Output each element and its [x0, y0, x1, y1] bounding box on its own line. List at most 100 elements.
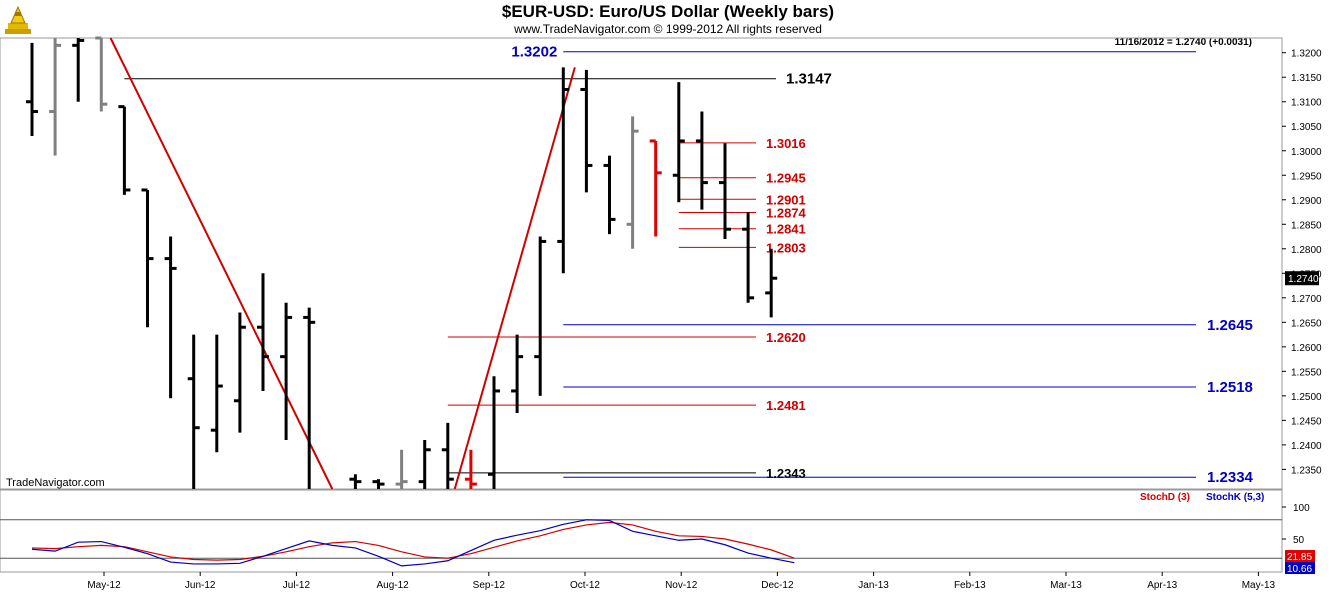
price-tick-label: 1.2650: [1291, 318, 1322, 329]
price-bar: [719, 143, 731, 239]
date-tick-label: Oct-12: [570, 580, 600, 591]
price-bar: [511, 334, 524, 414]
level-label-1.2645: 1.2645: [1207, 317, 1253, 334]
date-tick-label: Dec-12: [761, 580, 794, 591]
price-bar: [95, 36, 108, 112]
price-tick-label: 1.2600: [1291, 343, 1322, 354]
trendline-1: [453, 67, 576, 490]
level-label-1.2334: 1.2334: [1207, 469, 1254, 486]
date-tick-label: Jun-12: [185, 580, 216, 591]
level-label-1.2481: 1.2481: [766, 398, 806, 413]
price-tick-label: 1.2400: [1291, 441, 1322, 452]
price-bar: [464, 449, 477, 489]
current-price-badge: [1285, 271, 1319, 286]
price-bar: [118, 105, 131, 195]
legend-stochk: StochK (5,3): [1206, 492, 1265, 503]
level-label-1.2343: 1.2343: [766, 466, 806, 481]
date-tick-label: Nov-12: [665, 580, 698, 591]
price-bar: [557, 67, 570, 274]
level-label-1.2874: 1.2874: [766, 206, 807, 221]
level-label-1.3147: 1.3147: [786, 71, 832, 88]
date-tick-label: Sep-12: [473, 580, 506, 591]
price-tick-label: 1.3000: [1291, 147, 1322, 158]
price-tick-label: 1.2450: [1291, 416, 1322, 427]
price-bar: [349, 474, 362, 489]
price-tick-label: 1.2350: [1291, 465, 1322, 476]
price-bar: [233, 312, 246, 433]
price-tick-label: 1.2850: [1291, 220, 1322, 231]
date-tick-label: Apr-13: [1147, 580, 1177, 591]
current-price-label: 1.2740: [1288, 274, 1319, 285]
price-bar: [488, 376, 500, 489]
price-panel-border: [0, 37, 1283, 490]
stoch-tick-label: 50: [1293, 535, 1305, 546]
date-tick-label: Aug-12: [376, 580, 409, 591]
date-tick-label: Jan-13: [858, 580, 889, 591]
trendlines: [109, 37, 576, 490]
last-quote: 11/16/2012 = 1.2740 (+0.0031): [1114, 37, 1252, 48]
price-tick-label: 1.2550: [1291, 367, 1322, 378]
price-tick-label: 1.2700: [1291, 294, 1322, 305]
price-bar: [257, 273, 269, 391]
price-bar: [695, 111, 708, 210]
stoch-panel-border: [0, 489, 1283, 573]
price-bars: [26, 36, 778, 489]
price-tick-label: 1.2800: [1291, 245, 1322, 256]
price-bar: [534, 236, 547, 396]
price-bar: [603, 155, 616, 235]
price-bar: [742, 212, 755, 303]
price-bar: [26, 42, 38, 137]
price-bar: [303, 307, 316, 489]
level-label-1.2620: 1.2620: [766, 330, 806, 345]
price-bar: [672, 82, 685, 203]
logo: [3, 3, 33, 35]
price-tick-label: 1.2900: [1291, 196, 1322, 207]
price-bar: [49, 38, 62, 156]
brand-watermark: TradeNavigator.com: [6, 477, 105, 489]
level-label-1.2945: 1.2945: [766, 171, 806, 186]
price-bar: [210, 334, 223, 453]
stoch-line-blue: [31, 519, 795, 567]
date-tick-label: Feb-13: [954, 580, 986, 591]
date-tick-label: Jul-12: [283, 580, 311, 591]
chart-title: $EUR-USD: Euro/US Dollar (Weekly bars): [501, 2, 835, 21]
date-tick-label: May-13: [1242, 580, 1276, 591]
price-tick-label: 1.2950: [1291, 171, 1322, 182]
price-bar: [187, 334, 200, 489]
level-label-1.2841: 1.2841: [766, 222, 806, 237]
price-bar: [72, 38, 85, 102]
stochk-badge: [1285, 562, 1315, 575]
price-bar: [372, 479, 385, 489]
copyright-line: www.TradeNavigator.com © 1999-2012 All r…: [514, 22, 822, 36]
price-bar: [441, 422, 454, 489]
price-bar: [765, 248, 778, 318]
price-axis: 1.3200 1.3150 1.3100 1.3050 1.3000 1.2950 1.29…: [1282, 49, 1322, 476]
price-bar: [649, 139, 662, 237]
level-label-1.2901: 1.2901: [766, 192, 806, 207]
stochd-badge: [1285, 550, 1315, 563]
level-label-1.3016: 1.3016: [766, 136, 806, 151]
date-axis: May-12 Jun-12 Jul-12 Aug-12 Sep-12 Oct-12 Nov-…: [87, 572, 1276, 591]
level-label-1.2518: 1.2518: [1207, 379, 1253, 396]
stoch-line-red: [31, 521, 795, 561]
price-bar: [280, 302, 293, 440]
price-bar: [141, 188, 154, 328]
legend-stochd: StochD (3): [1140, 492, 1190, 503]
price-bar: [395, 449, 408, 489]
price-bar: [626, 116, 639, 249]
chart-frame: [0, 37, 1283, 573]
price-bar: [580, 69, 593, 193]
stochk-badge-label: 10.66: [1287, 564, 1312, 575]
date-tick-label: May-12: [87, 580, 121, 591]
price-tick-label: 1.3200: [1291, 49, 1322, 60]
date-tick-label: Mar-13: [1050, 580, 1082, 591]
trendline-0: [109, 37, 334, 490]
price-levels: 1.3202 1.3147 1.3016 1.2945 1.29011.28741.28…: [124, 44, 1254, 486]
level-label-1.3202: 1.3202: [511, 44, 557, 61]
price-bar: [418, 439, 431, 489]
stochd-badge-label: 21.85: [1287, 552, 1312, 563]
price-tick-label: 1.3150: [1291, 73, 1322, 84]
price-tick-label: 1.2500: [1291, 392, 1322, 403]
